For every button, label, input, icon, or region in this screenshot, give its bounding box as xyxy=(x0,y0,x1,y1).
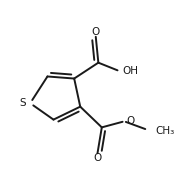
Text: O: O xyxy=(93,153,102,163)
Text: S: S xyxy=(20,98,26,108)
Text: CH₃: CH₃ xyxy=(155,126,175,136)
Text: O: O xyxy=(126,116,134,126)
Text: O: O xyxy=(92,27,100,37)
Text: OH: OH xyxy=(122,66,138,76)
